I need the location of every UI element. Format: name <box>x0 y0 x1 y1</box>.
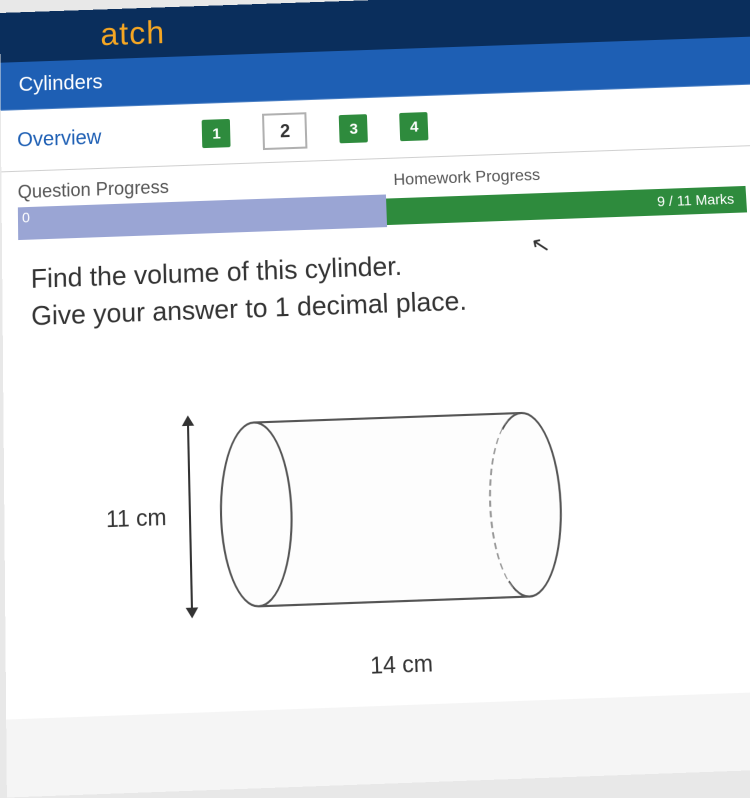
tab-q3[interactable]: 3 <box>339 114 368 143</box>
tab-q2[interactable]: 2 <box>262 112 307 150</box>
question-tabs: 1 2 3 4 <box>202 108 429 152</box>
page-title: Cylinders <box>19 71 103 96</box>
cylinder-body <box>254 412 530 607</box>
question-content: Find the volume of this cylinder. Give y… <box>2 214 750 719</box>
diameter-label: 11 cm <box>106 504 167 534</box>
question-text: Find the volume of this cylinder. Give y… <box>31 235 741 335</box>
question-progress-value: 0 <box>22 209 30 226</box>
cylinder-diagram: 11 cm 14 cm <box>32 372 750 696</box>
homework-marks: 9 / 11 Marks <box>657 190 735 209</box>
diameter-arrow <box>187 424 193 610</box>
length-label: 14 cm <box>370 649 434 679</box>
overview-link[interactable]: Overview <box>17 126 101 152</box>
app-screen: atch Cylinders Overview 1 2 3 4 Question… <box>0 0 750 798</box>
tab-q4[interactable]: 4 <box>400 112 429 141</box>
tab-q1[interactable]: 1 <box>202 119 231 148</box>
logo-text: atch <box>100 14 165 53</box>
